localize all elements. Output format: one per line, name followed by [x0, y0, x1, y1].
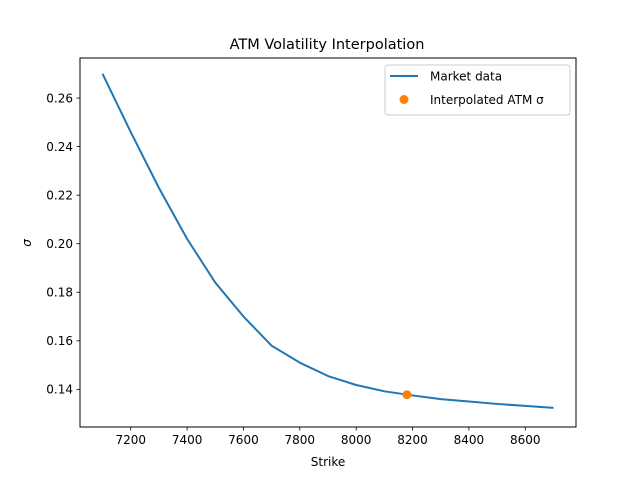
x-tick-label: 7200 — [115, 433, 146, 447]
series-line-market-data — [101, 73, 554, 409]
x-tick-label: 8000 — [341, 433, 372, 447]
plot-area — [101, 73, 554, 409]
x-axis: 7200 7400 7600 7800 8000 8200 8400 8600 — [115, 427, 541, 447]
chart-title: ATM Volatility Interpolation — [230, 37, 425, 53]
x-tick-label: 8200 — [397, 433, 428, 447]
y-axis: 0.14 0.16 0.18 0.20 0.22 0.24 0.26 — [46, 91, 80, 397]
y-tick-label: 0.16 — [46, 334, 73, 348]
x-tick-label: 7600 — [228, 433, 259, 447]
y-tick-label: 0.18 — [46, 286, 73, 300]
legend-swatch-interpolated-atm — [399, 95, 409, 104]
x-tick-label: 7400 — [172, 433, 203, 447]
y-axis-label: σ — [20, 239, 34, 247]
y-tick-label: 0.22 — [46, 188, 73, 202]
legend: Market data Interpolated ATM σ — [384, 64, 571, 116]
interpolated-atm-point — [402, 390, 412, 400]
y-tick-label: 0.26 — [46, 91, 73, 105]
y-tick-label: 0.14 — [46, 383, 73, 397]
x-tick-label: 8400 — [454, 433, 485, 447]
legend-label-market-data: Market data — [430, 70, 502, 84]
legend-box — [384, 64, 571, 116]
y-tick-label: 0.24 — [46, 140, 73, 154]
legend-label-interpolated-atm: Interpolated ATM σ — [430, 93, 544, 107]
x-tick-label: 7800 — [285, 433, 316, 447]
y-tick-label: 0.20 — [46, 237, 73, 251]
x-tick-label: 8600 — [510, 433, 541, 447]
axes-frame — [79, 57, 577, 428]
x-axis-label: Strike — [311, 455, 346, 469]
